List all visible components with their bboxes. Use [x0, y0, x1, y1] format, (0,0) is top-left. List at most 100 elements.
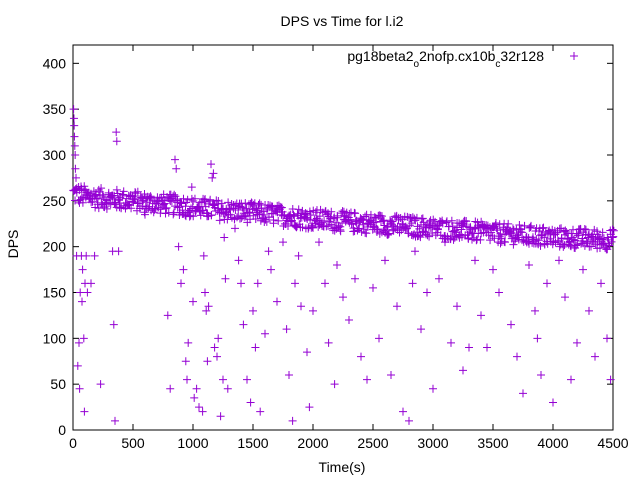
data-point — [170, 190, 179, 199]
y-tick-label: 250 — [43, 193, 67, 209]
data-point — [289, 210, 298, 219]
data-point-outlier — [345, 316, 353, 324]
data-point — [490, 234, 499, 243]
data-point — [167, 197, 176, 206]
data-point — [327, 207, 336, 216]
data-point-outlier — [279, 238, 287, 247]
data-point-outlier — [203, 357, 212, 366]
data-point-outlier — [112, 128, 121, 137]
data-point-outlier — [210, 343, 219, 352]
data-point-outlier — [603, 334, 611, 343]
data-point — [573, 231, 582, 240]
data-point — [353, 226, 362, 235]
data-point — [296, 214, 305, 223]
data-point — [405, 221, 414, 230]
data-point — [212, 196, 221, 205]
data-point — [272, 206, 281, 215]
data-point — [539, 223, 548, 232]
data-point — [560, 241, 569, 250]
data-point — [567, 242, 576, 251]
data-point — [97, 184, 106, 193]
data-point — [470, 224, 479, 233]
data-point — [513, 231, 522, 240]
data-point — [526, 223, 535, 232]
data-point — [237, 214, 246, 223]
data-point — [251, 215, 260, 224]
data-point-outlier — [96, 380, 105, 389]
data-point-outlier — [369, 283, 377, 292]
data-point — [580, 225, 589, 234]
x-tick-label: 500 — [121, 435, 145, 451]
data-point — [224, 198, 233, 207]
data-point — [543, 239, 552, 248]
data-point — [412, 213, 421, 222]
data-point — [383, 230, 392, 239]
data-point — [269, 219, 278, 228]
data-point-outlier — [357, 352, 365, 361]
data-point-outlier — [80, 407, 89, 416]
data-point — [165, 195, 174, 204]
data-point — [156, 205, 165, 214]
legend: pg18beta2o2nofp.cx10bc32r128 — [347, 48, 578, 70]
data-point — [333, 213, 342, 222]
data-point-outlier — [591, 352, 599, 361]
data-point-outlier — [477, 311, 485, 320]
data-point-outlier — [267, 265, 275, 274]
y-tick-label: 50 — [50, 376, 66, 392]
data-point-outlier — [199, 251, 208, 260]
data-point-outlier — [585, 306, 593, 315]
data-point — [154, 197, 163, 206]
data-point-outlier — [489, 265, 497, 274]
data-point-outlier — [251, 343, 260, 352]
data-point — [223, 215, 232, 224]
data-point-outlier — [411, 247, 419, 256]
data-point — [587, 242, 596, 251]
data-point — [195, 198, 204, 207]
data-point — [578, 234, 587, 243]
data-point-outlier — [239, 320, 248, 329]
x-tick-label: 1000 — [177, 435, 208, 451]
data-point-outlier — [381, 256, 389, 265]
data-point — [322, 222, 331, 231]
data-point-outlier — [471, 256, 479, 265]
x-tick-label: 2500 — [357, 435, 388, 451]
data-point-outlier — [76, 288, 85, 297]
data-point — [401, 222, 410, 231]
y-axis-label: DPS — [5, 230, 21, 259]
data-point — [459, 222, 468, 231]
data-point — [253, 208, 262, 217]
data-point-outlier — [297, 302, 305, 311]
data-point-outlier — [174, 242, 183, 251]
data-point-outlier — [90, 251, 99, 260]
data-point — [281, 220, 290, 229]
data-point-outlier — [597, 279, 605, 288]
data-point — [509, 240, 518, 249]
data-point — [372, 218, 381, 227]
data-point — [551, 230, 560, 239]
data-point-outlier — [567, 375, 575, 384]
data-point-outlier — [234, 256, 243, 265]
data-point-outlier — [465, 343, 473, 352]
data-point — [189, 212, 198, 221]
data-point-outlier — [305, 403, 314, 412]
x-tick-label: 3500 — [477, 435, 508, 451]
data-point-outlier — [303, 348, 311, 357]
data-point — [183, 195, 192, 204]
data-point-outlier — [187, 183, 196, 192]
data-point — [133, 187, 142, 196]
data-point-outlier — [246, 398, 255, 407]
data-point-outlier — [219, 375, 227, 384]
data-point — [106, 200, 115, 209]
data-point-outlier — [220, 233, 229, 242]
data-point — [146, 192, 155, 201]
data-point — [516, 227, 525, 236]
data-point — [287, 216, 296, 225]
data-point-outlier — [78, 297, 86, 306]
data-point — [285, 211, 294, 220]
data-point-outlier — [109, 320, 118, 329]
data-point — [124, 191, 133, 200]
data-point-outlier — [441, 238, 449, 247]
data-point — [419, 218, 428, 227]
data-point — [194, 202, 203, 211]
